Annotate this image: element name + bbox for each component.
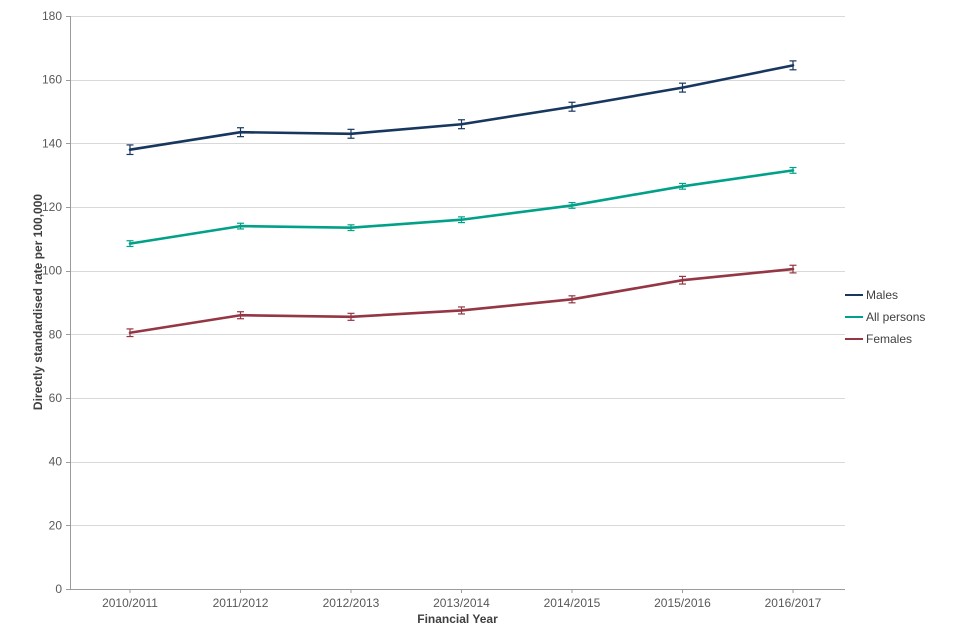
legend-label: Females [866,332,913,346]
x-axis-title: Financial Year [417,612,498,626]
svg-text:100: 100 [42,264,62,278]
svg-text:80: 80 [49,327,63,341]
legend-line-swatch [845,294,863,296]
svg-text:120: 120 [42,200,62,214]
svg-text:180: 180 [42,9,62,23]
svg-text:0: 0 [55,582,62,596]
svg-text:2010/2011: 2010/2011 [102,596,158,610]
svg-text:2011/2012: 2011/2012 [213,596,269,610]
legend: Males All persons Females [845,284,925,350]
svg-text:2013/2014: 2013/2014 [433,596,490,610]
svg-text:2016/2017: 2016/2017 [765,596,822,610]
svg-text:2014/2015: 2014/2015 [544,596,601,610]
svg-text:140: 140 [42,136,62,150]
legend-label: Males [866,288,899,302]
svg-text:160: 160 [42,73,62,87]
legend-item-females: Females [845,328,925,350]
legend-item-males: Males [845,284,925,306]
svg-text:20: 20 [49,518,63,532]
legend-label: All persons [866,310,926,324]
svg-text:40: 40 [49,455,63,469]
legend-line-swatch [845,316,863,318]
legend-line-swatch [845,338,863,340]
y-axis-title: Directly standardised rate per 100,000 [31,193,45,411]
svg-text:2015/2016: 2015/2016 [654,596,711,610]
legend-item-all-persons: All persons [845,306,925,328]
svg-text:60: 60 [49,391,63,405]
svg-text:2012/2013: 2012/2013 [323,596,380,610]
